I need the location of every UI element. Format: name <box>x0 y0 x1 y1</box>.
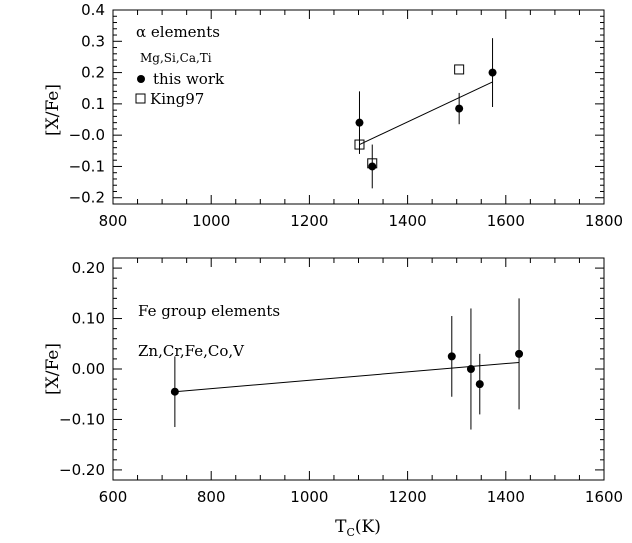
bottom-xtick-label: 1400 <box>487 488 525 506</box>
bottom-xtick-label: 1000 <box>290 488 328 506</box>
bottom-y-axis-label: [X/Fe] <box>43 343 63 395</box>
bottom-xtick-label: 1200 <box>389 488 427 506</box>
bottom-ytick-label: 0.10 <box>72 310 105 328</box>
top-ytick-label: 0.2 <box>81 64 105 82</box>
top-data-point <box>355 118 364 127</box>
top-xtick-label: 800 <box>99 212 128 230</box>
top-y-axis-label: [X/Fe] <box>43 84 63 136</box>
top-ytick-label: 0.4 <box>81 1 105 19</box>
top-data-point <box>368 162 377 171</box>
top-ytick-label: −0.1 <box>69 157 105 175</box>
top-king97-point <box>454 64 465 75</box>
top-ytick-label: −0.2 <box>69 189 105 207</box>
top-ytick-label: 0.3 <box>81 32 105 50</box>
bottom-plot-frame <box>112 257 605 481</box>
top-ytick-label: −0.0 <box>69 126 105 144</box>
top-xtick-label: 1600 <box>487 212 525 230</box>
top-xtick-label: 1800 <box>585 212 623 230</box>
bottom-x-axis-label: TC(K) <box>335 517 381 539</box>
bottom-fit-line <box>174 361 520 393</box>
legend: this work King97 <box>135 70 225 108</box>
top-ytick-label: 0.1 <box>81 95 105 113</box>
bottom-ytick-label: −0.10 <box>59 410 105 428</box>
top-data-point <box>488 68 497 77</box>
alpha-elements-panel: −0.2 −0.1 −0.0 0.1 0.2 0.3 0.4 800 1000 1200 1400… <box>43 1 623 230</box>
bottom-data-point <box>466 365 475 373</box>
top-fit-line <box>359 81 493 146</box>
bottom-annotation-elements: Zn,Cr,Fe,Co,V <box>138 342 245 360</box>
legend-king97-label: King97 <box>150 90 204 108</box>
legend-this-work-marker <box>137 75 145 83</box>
bottom-data-point <box>170 387 179 396</box>
top-xtick-label: 1000 <box>192 212 230 230</box>
top-king97-point <box>354 139 365 150</box>
bottom-annotation-title: Fe group elements <box>138 302 280 320</box>
bottom-data-point <box>475 380 484 389</box>
top-annotation-title: α elements <box>136 23 220 41</box>
top-xtick-label: 1200 <box>290 212 328 230</box>
bottom-xtick-label: 600 <box>99 488 128 506</box>
legend-king97-marker <box>135 93 146 104</box>
bottom-data-point <box>515 349 524 358</box>
bottom-data-point <box>447 352 456 361</box>
bottom-ytick-label: 0.20 <box>72 259 105 277</box>
bottom-ytick-label: −0.20 <box>59 461 105 479</box>
bottom-xtick-label: 800 <box>197 488 226 506</box>
legend-this-work-label: this work <box>153 70 225 88</box>
bottom-xtick-label: 1600 <box>585 488 623 506</box>
bottom-ytick-label: 0.00 <box>72 360 105 378</box>
top-data-point <box>455 104 464 113</box>
top-king97-point <box>367 158 378 169</box>
fe-group-panel: −0.20 −0.10 0.00 0.10 0.20 600 800 1000 1200 140… <box>43 257 623 539</box>
top-annotation-elements: Mg,Si,Ca,Ti <box>140 51 212 65</box>
top-xtick-label: 1400 <box>389 212 427 230</box>
